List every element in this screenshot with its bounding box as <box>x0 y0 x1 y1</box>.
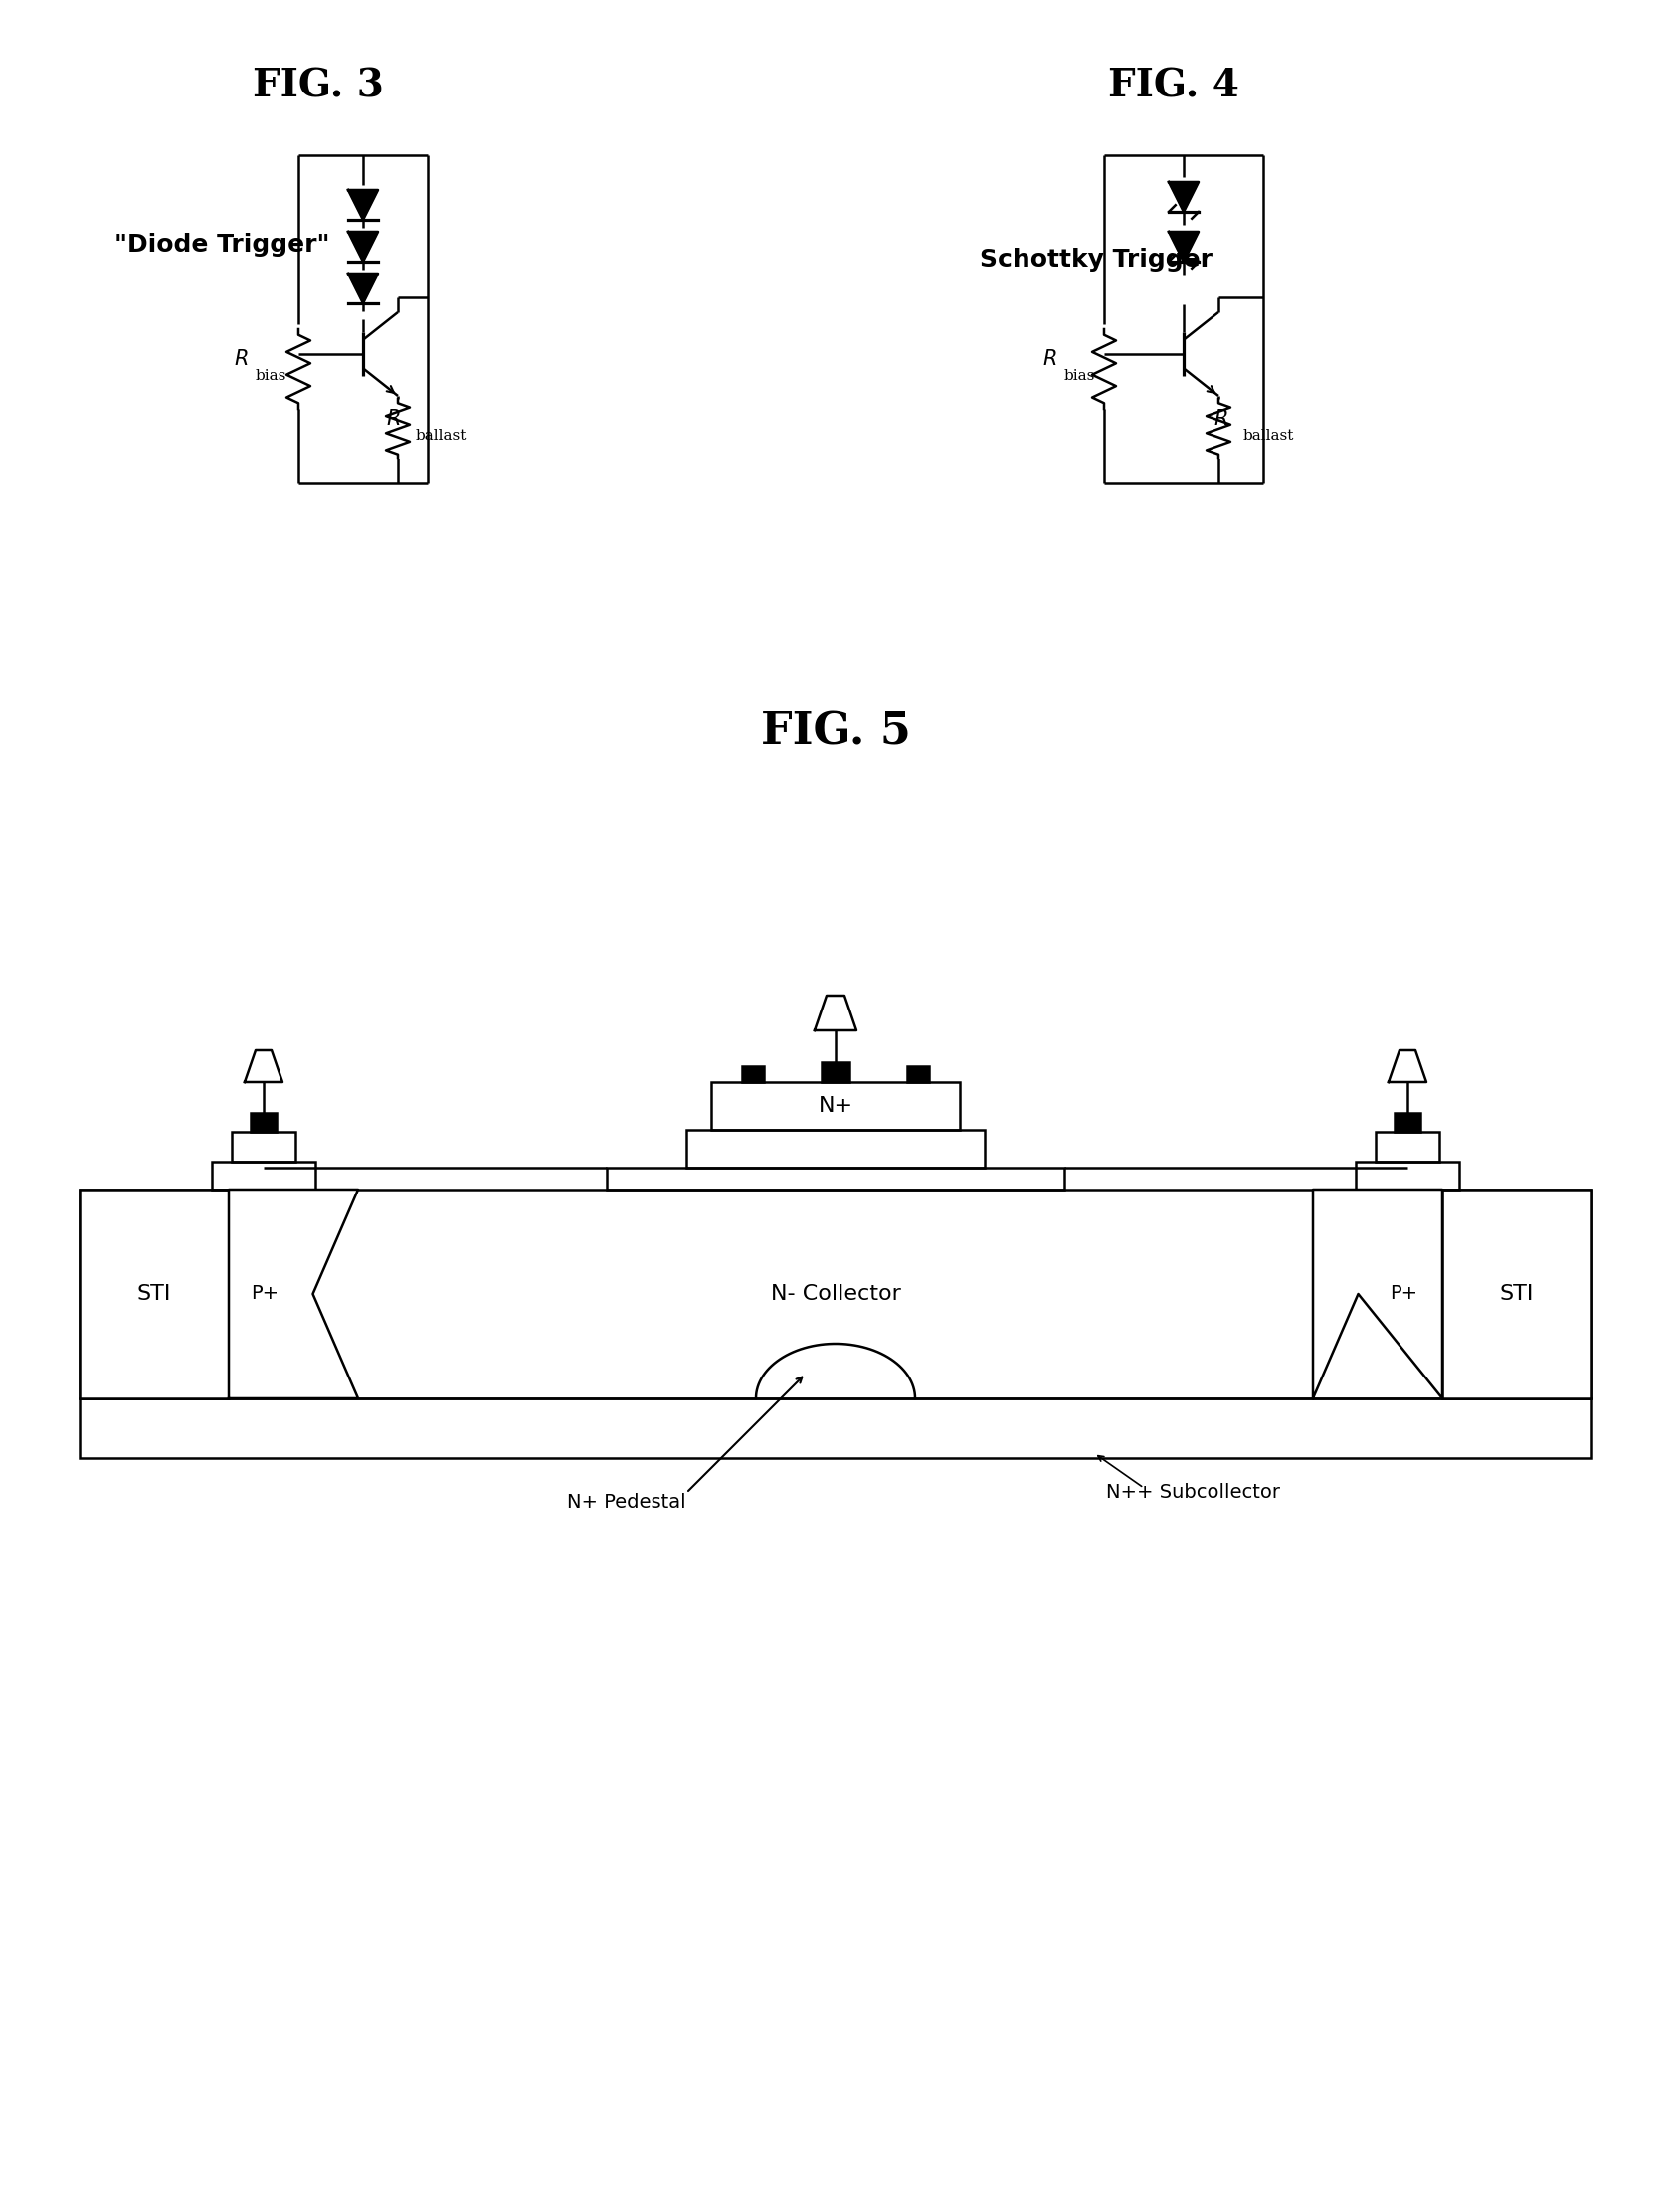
Text: $R$: $R$ <box>234 348 249 368</box>
Text: "Diode Trigger": "Diode Trigger" <box>114 234 329 256</box>
Bar <box>1376 1133 1440 1162</box>
Polygon shape <box>1169 183 1198 212</box>
Text: N++ Subcollector: N++ Subcollector <box>1107 1483 1280 1503</box>
Text: STI: STI <box>138 1285 171 1305</box>
Text: bias: bias <box>255 368 286 383</box>
Text: FIG. 5: FIG. 5 <box>761 710 911 754</box>
Text: Schottky Trigger: Schottky Trigger <box>979 247 1213 271</box>
Polygon shape <box>348 273 378 304</box>
Text: FIG. 3: FIG. 3 <box>252 66 385 104</box>
Polygon shape <box>1389 1051 1426 1082</box>
Polygon shape <box>1169 231 1198 262</box>
Polygon shape <box>228 1190 358 1397</box>
Polygon shape <box>1314 1190 1441 1397</box>
Text: $R$: $R$ <box>1042 348 1057 368</box>
Polygon shape <box>348 231 378 262</box>
Bar <box>79 1190 228 1397</box>
Text: P+: P+ <box>1389 1285 1418 1303</box>
Bar <box>1356 1162 1460 1190</box>
Text: N+: N+ <box>818 1095 853 1115</box>
Bar <box>79 1397 1591 1459</box>
Bar <box>1394 1113 1420 1133</box>
Text: N+ Pedestal: N+ Pedestal <box>568 1494 685 1512</box>
Bar <box>606 1168 1065 1190</box>
Text: $R$: $R$ <box>386 408 400 428</box>
Bar <box>711 1082 959 1131</box>
Bar <box>1441 1190 1591 1397</box>
Text: N- Collector: N- Collector <box>771 1285 900 1305</box>
Bar <box>232 1133 296 1162</box>
Text: $R$: $R$ <box>1213 408 1228 428</box>
Text: P+: P+ <box>250 1285 279 1303</box>
Bar <box>250 1113 277 1133</box>
Bar <box>212 1162 316 1190</box>
Polygon shape <box>348 190 378 220</box>
Polygon shape <box>245 1051 282 1082</box>
Text: FIG. 4: FIG. 4 <box>1109 66 1240 104</box>
Text: ballast: ballast <box>1243 428 1295 443</box>
Bar <box>907 1067 929 1082</box>
Text: STI: STI <box>1500 1285 1534 1305</box>
Bar <box>822 1062 850 1082</box>
Bar <box>79 1190 1591 1397</box>
Text: ballast: ballast <box>415 428 467 443</box>
Polygon shape <box>815 996 857 1031</box>
Bar <box>743 1067 764 1082</box>
Text: bias: bias <box>1063 368 1095 383</box>
Bar <box>687 1131 984 1168</box>
